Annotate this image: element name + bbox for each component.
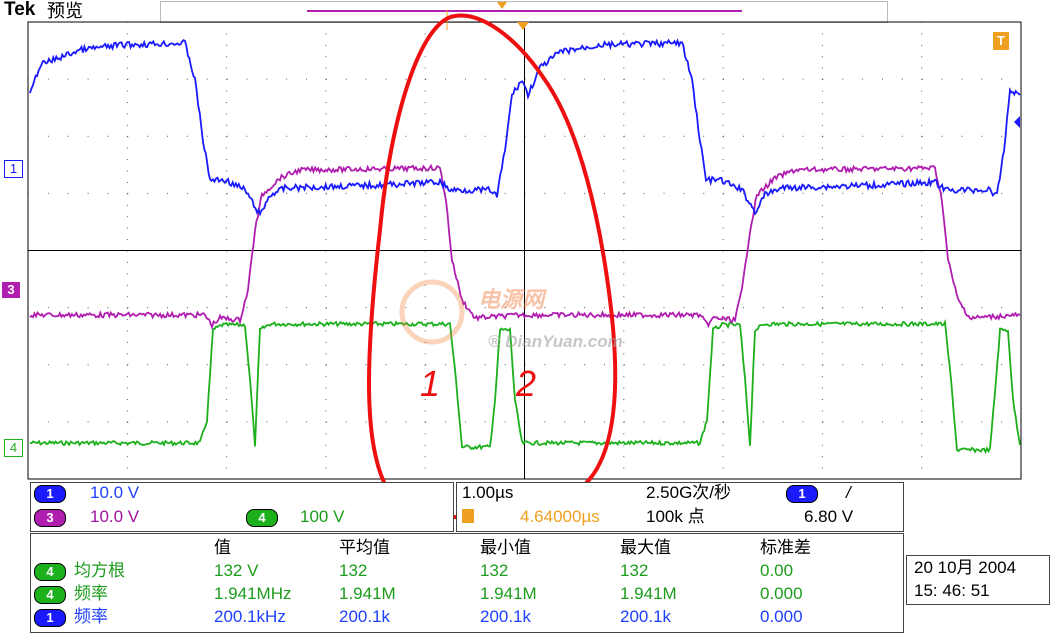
measure-row3-mean: 200.1k — [339, 607, 391, 626]
measure-row2-name: 频率 — [74, 584, 108, 603]
measure-row2-min: 1.941M — [480, 584, 537, 603]
measure-row1-badge[interactable]: 4 — [34, 563, 66, 581]
ch3-waveform — [29, 163, 1021, 330]
ch3-scale: 10.0 V — [90, 507, 140, 526]
annotation-label-1: 1 — [420, 363, 441, 404]
time-per-div: 1.00µs — [462, 483, 514, 502]
measure-header-mean: 平均值 — [339, 538, 390, 557]
measure-row3-max: 200.1k — [620, 607, 672, 626]
trigger-level: 6.80 V — [804, 507, 854, 526]
trigger-position: 4.64000µs — [520, 507, 600, 526]
ch1-waveform — [29, 38, 1021, 217]
channel-scale-panel[interactable] — [30, 482, 454, 532]
sample-rate: 2.50G次/秒 — [646, 483, 732, 502]
measure-row2-mean: 1.941M — [339, 584, 396, 603]
ch1-ground-marker[interactable]: 1 — [4, 160, 23, 178]
datetime-panel — [906, 555, 1050, 605]
record-length: 100k 点 — [646, 507, 705, 526]
ch4-waveform — [29, 319, 1021, 455]
ch4-ground-marker[interactable]: 4 — [4, 439, 23, 457]
watermark-text-en: ® DianYuan.com — [488, 332, 623, 351]
measure-row3-stddev: 0.000 — [760, 607, 803, 626]
measure-row3-badge[interactable]: 1 — [34, 609, 66, 627]
graticule-grid — [28, 22, 1003, 469]
measure-row2-value: 1.941MHz — [214, 584, 292, 603]
measure-row1-name: 均方根 — [74, 561, 125, 580]
ch3-scale-badge[interactable]: 3 — [34, 509, 66, 527]
ch1-scale: 10.0 V — [90, 483, 140, 502]
measure-row1-max: 132 — [620, 561, 649, 580]
measure-row3-min: 200.1k — [480, 607, 532, 626]
brand-logo: Tek — [4, 0, 36, 20]
measurement-panel[interactable] — [30, 533, 904, 633]
annotation-label-2: 2 — [516, 363, 537, 404]
ch4-scale: 100 V — [300, 507, 345, 526]
measure-row3-value: 200.1kHz — [214, 607, 286, 626]
measure-row2-max: 1.941M — [620, 584, 677, 603]
measure-header-value: 值 — [214, 538, 231, 557]
ch4-scale-badge[interactable]: 4 — [246, 509, 278, 527]
measure-row2-stddev: 0.000 — [760, 584, 803, 603]
trigger-marker-right[interactable]: T — [993, 32, 1009, 50]
measure-row1-value: 132 V — [214, 561, 259, 580]
trigger-source-badge[interactable]: 1 — [786, 485, 818, 503]
measure-header-min: 最小值 — [480, 538, 531, 557]
measure-row3-name: 频率 — [74, 607, 108, 626]
timebase-panel[interactable] — [456, 482, 904, 532]
watermark-logo — [399, 279, 465, 345]
measure-row1-mean: 132 — [339, 561, 368, 580]
trigger-position-arrow — [517, 22, 529, 30]
watermark-text-cn: 电源网 — [478, 287, 545, 312]
measure-row1-min: 132 — [480, 561, 509, 580]
trigger-point-marker — [497, 2, 507, 9]
time-display: 15: 46: 51 — [914, 581, 990, 600]
date-display: 20 10月 2004 — [914, 558, 1017, 577]
ch3-ground-marker[interactable]: 3 — [2, 282, 20, 298]
acquisition-mode: 预览 — [47, 1, 83, 21]
ch1-scale-badge[interactable]: 1 — [34, 485, 66, 503]
measure-row1-stddev: 0.00 — [760, 561, 794, 580]
record-window-line — [307, 10, 742, 12]
measure-header-max: 最大值 — [620, 538, 671, 557]
annotation-circle — [366, 13, 618, 520]
measure-header-stddev: 标准差 — [760, 538, 811, 557]
trigger-position-icon — [462, 509, 474, 523]
trigger-slope: / — [846, 483, 851, 502]
trigger-level-arrow — [1014, 116, 1020, 128]
measure-row2-badge[interactable]: 4 — [34, 586, 66, 604]
